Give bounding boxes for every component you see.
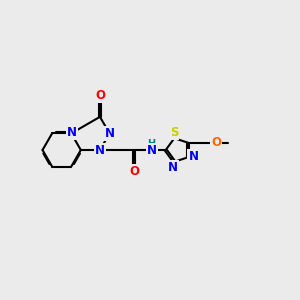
Text: S: S bbox=[170, 126, 178, 140]
Text: H: H bbox=[148, 139, 156, 148]
Text: O: O bbox=[129, 165, 140, 178]
Text: O: O bbox=[95, 89, 105, 102]
Text: N: N bbox=[188, 150, 198, 163]
Text: N: N bbox=[95, 144, 105, 157]
Text: O: O bbox=[212, 136, 221, 149]
Text: N: N bbox=[104, 127, 115, 140]
Text: N: N bbox=[147, 143, 157, 157]
Text: N: N bbox=[67, 126, 77, 139]
Text: N: N bbox=[168, 160, 178, 174]
